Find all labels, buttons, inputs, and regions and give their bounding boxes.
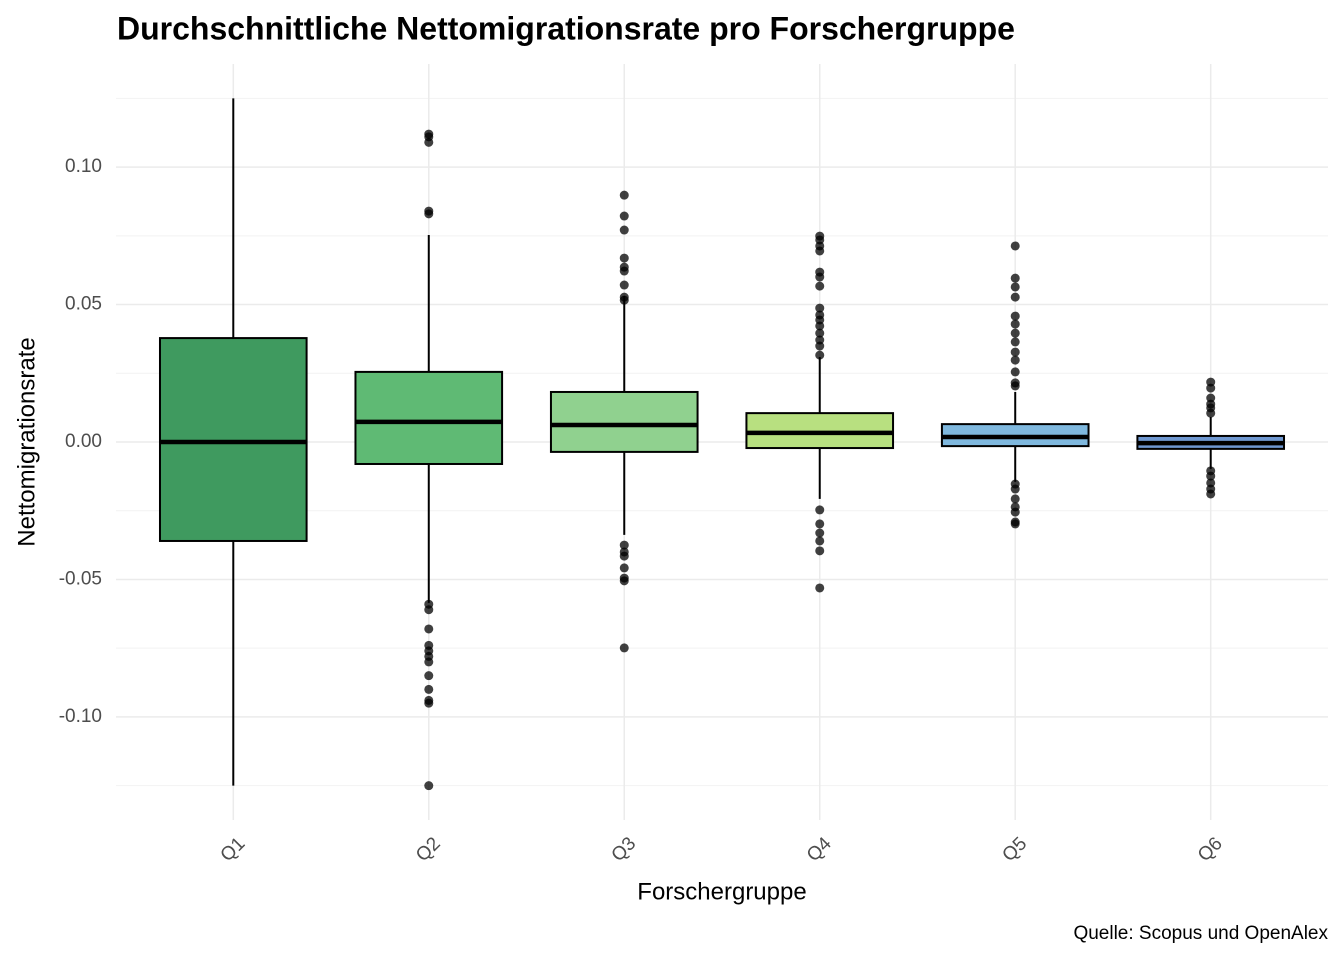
x-tick-label: Q3 [608, 833, 641, 866]
outlier [619, 253, 629, 263]
x-tick-label: Q6 [1194, 833, 1227, 866]
outlier [815, 505, 825, 515]
outlier [619, 576, 629, 586]
outlier [1010, 319, 1020, 329]
outlier [1010, 337, 1020, 347]
outlier [1206, 471, 1216, 481]
outlier [1010, 367, 1020, 377]
outlier [619, 225, 629, 235]
y-tick-label: 0.00 [65, 431, 102, 452]
x-tick-label: Q4 [803, 833, 836, 866]
y-tick-label: -0.10 [59, 706, 102, 727]
outlier [815, 536, 825, 546]
outlier [1206, 489, 1216, 499]
outlier [424, 684, 434, 694]
box [549, 390, 699, 453]
y-axis-label: Nettomigrationsrate [13, 337, 40, 546]
outlier [815, 246, 825, 256]
outlier [619, 280, 629, 290]
outlier [1010, 292, 1020, 302]
outlier [1010, 494, 1020, 504]
outlier [815, 321, 825, 331]
x-tick-label: Q1 [217, 833, 250, 866]
outlier [815, 350, 825, 360]
outlier [815, 328, 825, 338]
outlier [1010, 241, 1020, 251]
outlier [424, 209, 434, 219]
outlier [424, 698, 434, 708]
outlier [619, 190, 629, 200]
box [745, 412, 895, 450]
outlier [1010, 381, 1020, 391]
y-tick-label: 0.10 [65, 156, 102, 177]
outlier [1010, 484, 1020, 494]
outlier [815, 272, 825, 282]
x-axis-label: Forschergruppe [637, 878, 806, 905]
outlier [619, 643, 629, 653]
caption: Quelle: Scopus und OpenAlex [1073, 923, 1328, 944]
outlier [1206, 408, 1216, 418]
outlier [815, 546, 825, 556]
outlier [1010, 328, 1020, 338]
outlier [815, 528, 825, 538]
outlier [1010, 519, 1020, 529]
y-tick-label: 0.05 [65, 294, 102, 315]
chart-title: Durchschnittliche Nettomigrationsrate pr… [117, 10, 1015, 46]
y-tick-label: -0.05 [59, 568, 102, 589]
outlier [1010, 311, 1020, 321]
outlier [815, 519, 825, 529]
outlier [619, 540, 629, 550]
outlier [424, 671, 434, 681]
outlier [619, 211, 629, 221]
outlier [424, 605, 434, 615]
outlier [815, 583, 825, 593]
outlier [1010, 347, 1020, 357]
box [158, 337, 308, 542]
outlier [815, 281, 825, 291]
outlier [424, 137, 434, 147]
outlier [619, 295, 629, 305]
outlier [619, 266, 629, 276]
outlier [424, 624, 434, 634]
x-tick-label: Q5 [998, 833, 1031, 866]
outlier [1010, 507, 1020, 517]
outlier [424, 781, 434, 791]
outlier [1206, 383, 1216, 393]
outlier [619, 551, 629, 561]
outlier [815, 303, 825, 313]
outlier [619, 563, 629, 573]
outlier [815, 341, 825, 351]
x-tick-label: Q2 [412, 833, 445, 866]
box [354, 370, 504, 465]
outlier [1010, 282, 1020, 292]
outlier [424, 657, 434, 667]
outlier [1010, 273, 1020, 283]
outlier [1010, 355, 1020, 365]
